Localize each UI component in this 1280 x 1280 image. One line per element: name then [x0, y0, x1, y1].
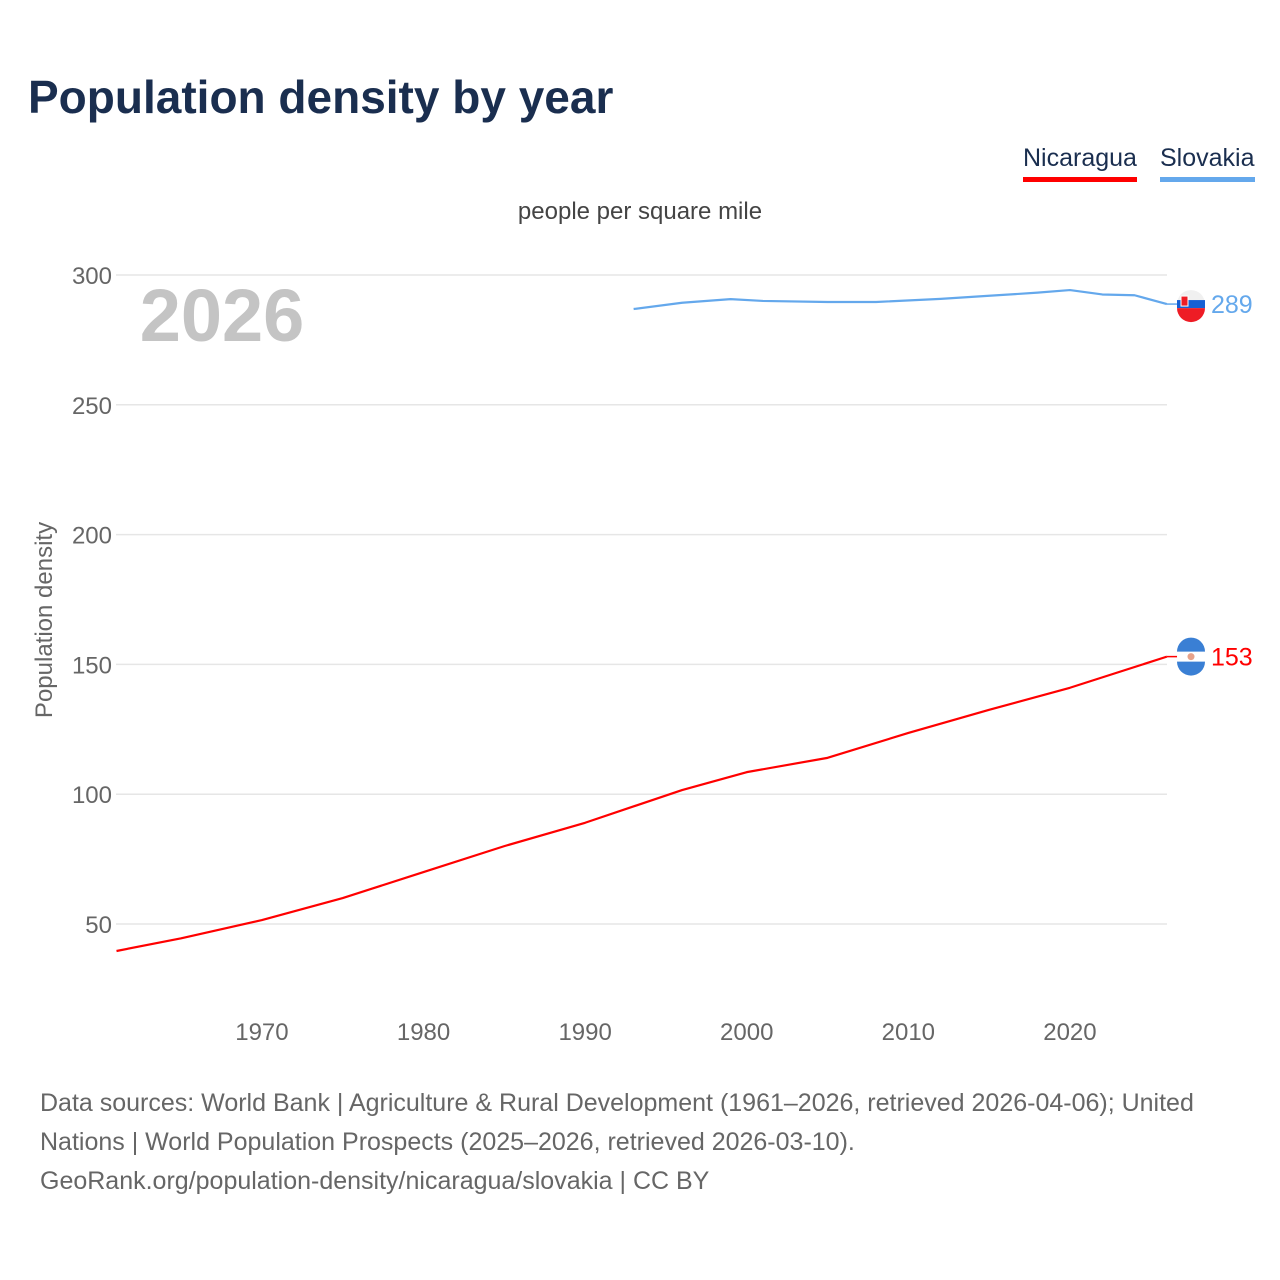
y-tick-label: 200 [72, 523, 112, 550]
series-line-nicaragua [116, 655, 1168, 953]
page-title: Population density by year [28, 71, 614, 123]
source-note: Data sources: World Bank | Agriculture &… [40, 1084, 1250, 1201]
y-tick-label: 50 [85, 912, 112, 939]
x-tick-label: 1970 [235, 1019, 288, 1046]
y-tick-label: 300 [72, 263, 112, 290]
end-value-label: 289 [1211, 291, 1253, 319]
slovakia-flag-icon [1177, 308, 1205, 323]
legend-item-slovakia[interactable]: Slovakia [1160, 144, 1255, 182]
slovakia-flag-icon [1180, 295, 1189, 307]
nicaragua-flag-icon [1177, 661, 1205, 676]
nicaragua-flag-icon [1187, 653, 1195, 661]
end-value-label: 153 [1211, 644, 1253, 672]
x-tick-label: 2000 [720, 1019, 773, 1046]
y-tick-label: 150 [72, 652, 112, 679]
nicaragua-flag-icon [1177, 637, 1205, 652]
y-tick-label: 100 [72, 782, 112, 809]
x-tick-label: 1980 [397, 1019, 450, 1046]
slovakia-flag-icon [1177, 300, 1205, 309]
x-tick-label: 1990 [558, 1019, 611, 1046]
x-tick-label: 2020 [1043, 1019, 1096, 1046]
x-tick-label: 2010 [882, 1019, 935, 1046]
y-axis-label: Population density [31, 522, 58, 718]
year-watermark: 2026 [140, 274, 305, 357]
legend-item-nicaragua[interactable]: Nicaragua [1023, 144, 1137, 182]
line-chart: 50 100 150 200 250 300 1970 1980 1990 2000 2010 202… [31, 263, 1253, 1046]
series-line-slovakia [633, 288, 1168, 311]
unit-label: people per square mile [517, 198, 763, 225]
source-text: Data sources: World Bank | Agriculture &… [40, 1089, 1194, 1156]
source-url[interactable]: GeoRank.org/population-density/nicaragua… [40, 1167, 710, 1195]
y-tick-label: 250 [72, 393, 112, 420]
